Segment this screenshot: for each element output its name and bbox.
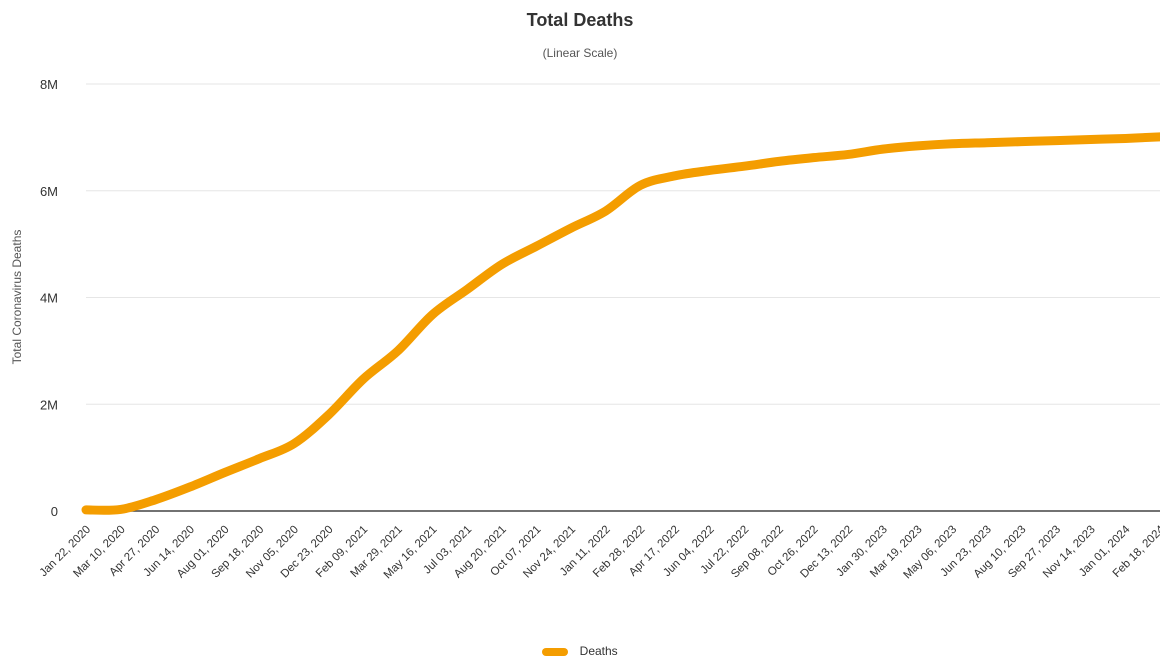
y-tick-label: 0	[51, 504, 58, 519]
chart-title: Total Deaths	[526, 10, 634, 30]
y-tick-label: 6M	[40, 184, 58, 199]
grid-lines	[86, 83, 1160, 512]
legend-swatch-deaths	[542, 647, 569, 656]
y-tick-label: 4M	[40, 291, 58, 306]
legend-label-deaths: Deaths	[579, 644, 618, 658]
y-tick-label: 8M	[40, 77, 58, 92]
series-group	[81, 132, 1160, 515]
y-tick-label: 2M	[40, 397, 58, 412]
series-line-deaths[interactable]	[81, 132, 1160, 515]
chart-subtitle: (Linear Scale)	[542, 46, 618, 60]
legend[interactable]: Deaths	[0, 644, 1160, 658]
y-axis-ticks: 0 2M 4M 6M 8M	[40, 77, 58, 519]
